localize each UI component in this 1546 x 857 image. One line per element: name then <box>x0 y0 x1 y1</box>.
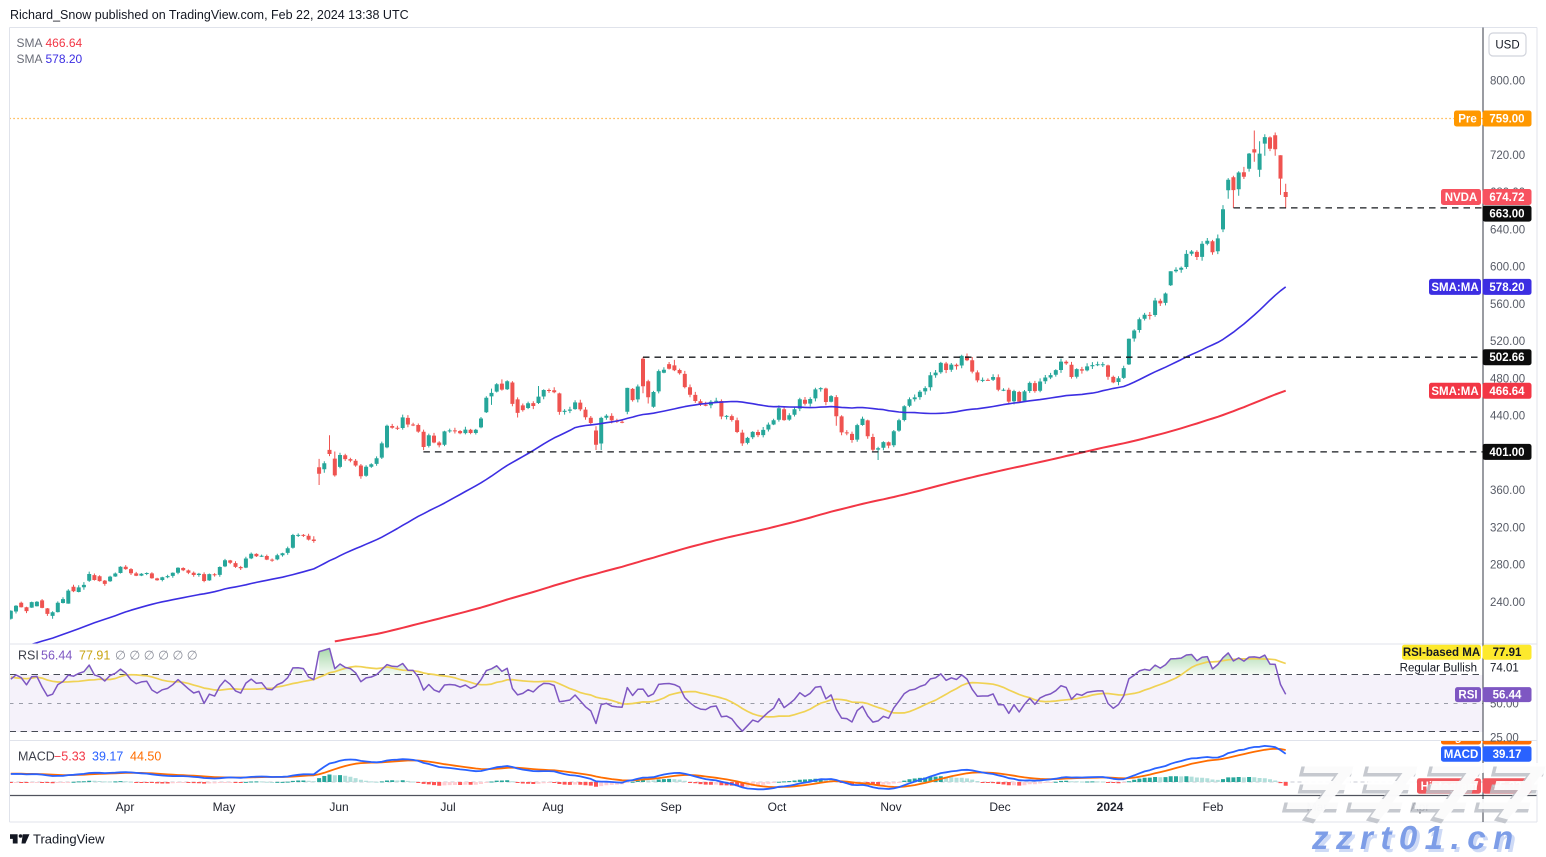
svg-text:RSI-based MA: RSI-based MA <box>1403 647 1480 659</box>
svg-text:Oct: Oct <box>768 800 787 814</box>
svg-text:720.00: 720.00 <box>1490 150 1525 162</box>
svg-text:360.00: 360.00 <box>1490 485 1525 497</box>
svg-text:800.00: 800.00 <box>1490 75 1525 87</box>
svg-text:MACD: MACD <box>1444 749 1479 761</box>
svg-text:Pre: Pre <box>1458 114 1477 126</box>
svg-text:560.00: 560.00 <box>1490 299 1525 311</box>
svg-text:25.00: 25.00 <box>1490 733 1519 745</box>
svg-text:674.72: 674.72 <box>1489 192 1524 204</box>
svg-text:zzrt01.cn: zzrt01.cn <box>1311 819 1521 856</box>
svg-text:TradingView: TradingView <box>33 831 105 846</box>
svg-text:RSI 56.44 77.91∅ ∅ ∅ ∅ ∅: RSI 56.44 77.91 ∅ ∅ ∅ ∅ ∅ ∅ <box>18 649 198 663</box>
svg-text:SMA 466.64: SMA 466.64 <box>17 36 83 50</box>
svg-text:759.00: 759.00 <box>1489 114 1524 126</box>
svg-text:Regular Bullish: Regular Bullish <box>1400 663 1477 675</box>
svg-text:480.00: 480.00 <box>1490 373 1525 385</box>
svg-text:663.00: 663.00 <box>1489 209 1524 221</box>
svg-text:SMA:MA: SMA:MA <box>1431 386 1478 398</box>
svg-text:SMA:MA: SMA:MA <box>1431 282 1478 294</box>
svg-text:Feb: Feb <box>1203 800 1224 814</box>
svg-text:Sep: Sep <box>660 800 682 814</box>
svg-text:578.20: 578.20 <box>1489 282 1524 294</box>
svg-text:520.00: 520.00 <box>1490 336 1525 348</box>
svg-text:240.00: 240.00 <box>1490 597 1525 609</box>
svg-text:Apr: Apr <box>116 800 135 814</box>
svg-text:USD: USD <box>1495 40 1519 52</box>
svg-text:280.00: 280.00 <box>1490 560 1525 572</box>
svg-text:NVDA: NVDA <box>1445 192 1478 204</box>
svg-text:401.00: 401.00 <box>1489 447 1524 459</box>
svg-text:600.00: 600.00 <box>1490 262 1525 274</box>
svg-text:SMA 578.20: SMA 578.20 <box>17 52 83 66</box>
svg-text:56.44: 56.44 <box>1493 690 1522 702</box>
svg-text:77.91: 77.91 <box>1493 647 1522 659</box>
svg-text:Jun: Jun <box>329 800 348 814</box>
svg-text:640.00: 640.00 <box>1490 224 1525 236</box>
svg-text:466.64: 466.64 <box>1489 386 1525 398</box>
svg-text:502.66: 502.66 <box>1489 352 1524 364</box>
svg-text:Jul: Jul <box>440 800 455 814</box>
svg-text:Richard_Snow published on Trad: Richard_Snow published on TradingView.co… <box>10 8 409 22</box>
svg-text:39.17: 39.17 <box>1493 749 1522 761</box>
svg-text:440.00: 440.00 <box>1490 411 1525 423</box>
svg-text:zzrt01.cn: zzrt01.cn <box>1314 822 1524 857</box>
svg-text:Signal: Signal <box>1444 732 1479 744</box>
svg-text:Nov: Nov <box>880 800 901 814</box>
svg-text:74.01: 74.01 <box>1490 663 1519 675</box>
svg-text:2024: 2024 <box>1097 800 1124 814</box>
svg-text:May: May <box>213 800 236 814</box>
svg-text:320.00: 320.00 <box>1490 522 1525 534</box>
svg-text:Aug: Aug <box>542 800 563 814</box>
svg-text:44.50: 44.50 <box>1493 732 1522 744</box>
svg-text:Dec: Dec <box>989 800 1010 814</box>
svg-text:RSI: RSI <box>1458 690 1477 702</box>
